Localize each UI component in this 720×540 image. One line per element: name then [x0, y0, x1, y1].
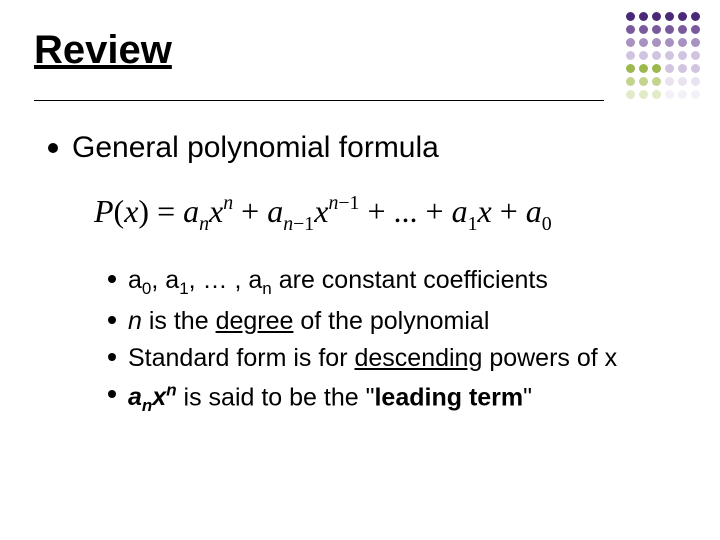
deco-dot [665, 64, 674, 73]
deco-dot [626, 12, 635, 21]
slide: Review General polynomial formula P(x) =… [0, 0, 720, 540]
deco-dot [652, 77, 661, 86]
deco-dot [678, 51, 687, 60]
list-item: n is the degree of the polynomial [108, 306, 686, 337]
list-item-text: Standard form is for descending powers o… [128, 343, 617, 374]
bullet-icon [108, 316, 116, 324]
deco-dot [652, 51, 661, 60]
content-area: General polynomial formula P(x) = anxn +… [48, 131, 686, 417]
deco-dot [691, 38, 700, 47]
list-item-text: anxn is said to be the "leading term" [128, 380, 532, 417]
deco-dot [639, 25, 648, 34]
deco-dot [691, 64, 700, 73]
list-item: a0, a1, … , an are constant coefficients [108, 265, 686, 299]
formula-block: P(x) = anxn + an−1xn−1 + ... + a1x + a0 [94, 193, 686, 235]
deco-dot [626, 38, 635, 47]
deco-dot [678, 25, 687, 34]
deco-dot [678, 90, 687, 99]
deco-dot [639, 12, 648, 21]
deco-dot [652, 64, 661, 73]
bullet-icon [108, 390, 116, 398]
title-divider [34, 100, 604, 101]
deco-dot [678, 38, 687, 47]
list-item-text: n is the degree of the polynomial [128, 306, 489, 337]
deco-dot [691, 25, 700, 34]
deco-dot [626, 90, 635, 99]
deco-dot [691, 90, 700, 99]
list-item-text: a0, a1, … , an are constant coefficients [128, 265, 548, 299]
deco-dot [652, 38, 661, 47]
sub-bullet-list: a0, a1, … , an are constant coefficients… [108, 265, 686, 416]
list-item: Standard form is for descending powers o… [108, 343, 686, 374]
deco-dot [639, 77, 648, 86]
deco-dot [639, 64, 648, 73]
deco-dot [665, 51, 674, 60]
corner-dot-decoration [626, 12, 700, 99]
heading-text: General polynomial formula [72, 131, 439, 165]
deco-dot [639, 38, 648, 47]
bullet-icon [108, 353, 116, 361]
deco-dot [678, 77, 687, 86]
deco-dot [665, 77, 674, 86]
deco-dot [691, 51, 700, 60]
polynomial-formula: P(x) = anxn + an−1xn−1 + ... + a1x + a0 [94, 193, 552, 229]
deco-dot [652, 90, 661, 99]
deco-dot [665, 12, 674, 21]
deco-dot [665, 90, 674, 99]
deco-dot [626, 51, 635, 60]
deco-dot [652, 25, 661, 34]
deco-dot [665, 38, 674, 47]
deco-dot [652, 12, 661, 21]
deco-dot [691, 12, 700, 21]
deco-dot [626, 64, 635, 73]
deco-dot [691, 77, 700, 86]
slide-title: Review [34, 28, 686, 73]
deco-dot [626, 77, 635, 86]
heading-bullet: General polynomial formula [48, 131, 686, 165]
deco-dot [626, 25, 635, 34]
deco-dot [678, 12, 687, 21]
bullet-icon [108, 275, 116, 283]
list-item: anxn is said to be the "leading term" [108, 380, 686, 417]
bullet-icon [48, 143, 58, 153]
deco-dot [665, 25, 674, 34]
deco-dot [639, 51, 648, 60]
deco-dot [678, 64, 687, 73]
deco-dot [639, 90, 648, 99]
